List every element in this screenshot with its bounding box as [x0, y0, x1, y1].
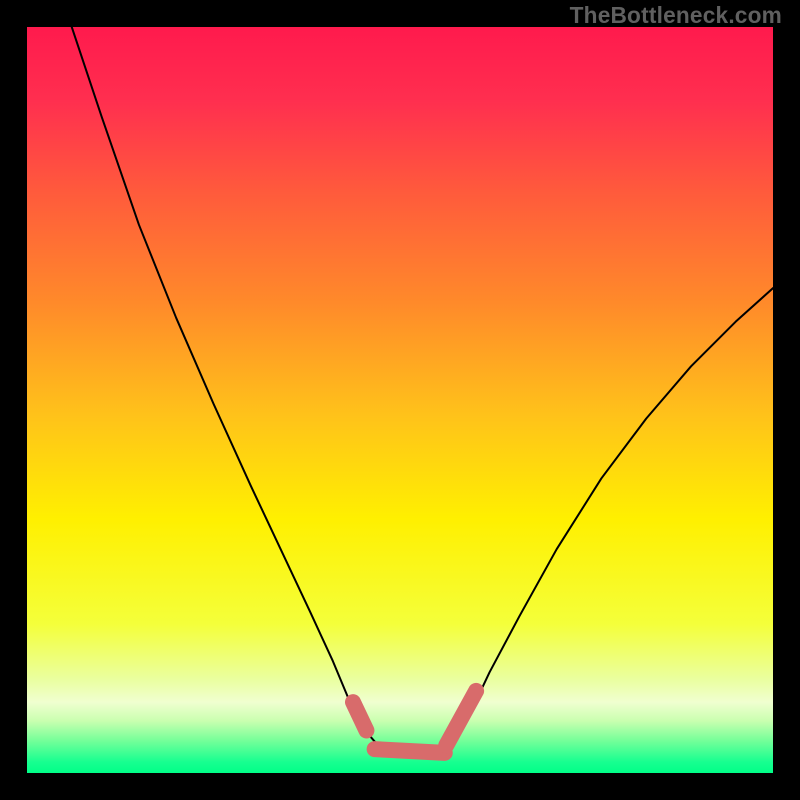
overlay-left-descent — [353, 702, 366, 730]
attribution-text: TheBottleneck.com — [570, 2, 782, 29]
overlay-group — [353, 691, 476, 753]
overlay-right-ascent — [446, 691, 476, 745]
bottleneck-curve — [72, 27, 773, 754]
outer-frame: TheBottleneck.com — [0, 0, 800, 800]
chart-svg — [27, 27, 773, 773]
plot-area — [27, 27, 773, 773]
overlay-valley-floor — [375, 749, 445, 753]
